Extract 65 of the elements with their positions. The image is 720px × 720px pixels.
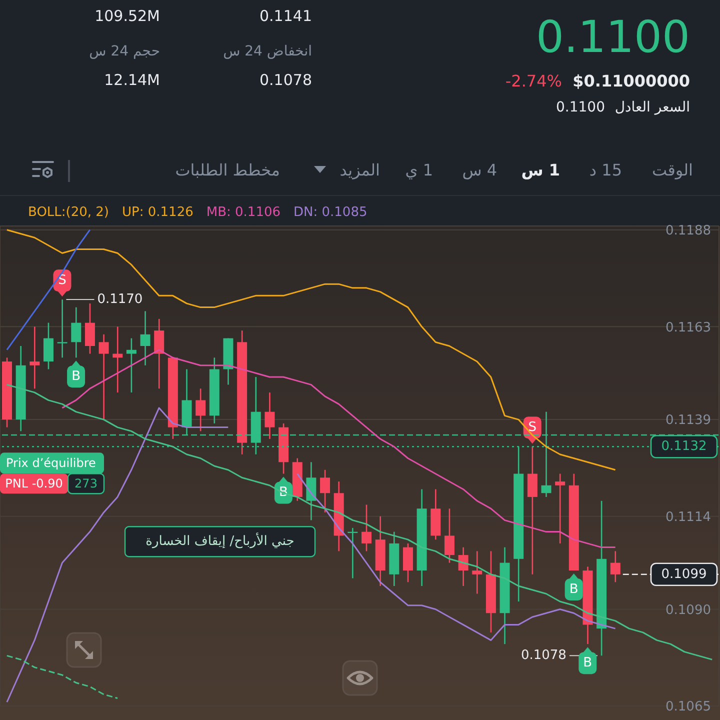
candlestick bbox=[555, 473, 566, 544]
chart-title: 0.1100 bbox=[556, 100, 605, 116]
text: 0.1141 bbox=[260, 7, 312, 25]
candlestick bbox=[126, 338, 136, 394]
candlestick bbox=[43, 322, 54, 370]
text: MB: 0.1106 bbox=[206, 204, 281, 220]
candlestick bbox=[71, 306, 82, 358]
text: مخطط الطلبات bbox=[175, 160, 280, 180]
text: 1 س bbox=[521, 160, 560, 180]
annotation: 0.1132 bbox=[661, 439, 707, 454]
text: انخفاض 24 س bbox=[223, 44, 312, 60]
candlestick bbox=[84, 302, 95, 354]
annotation: 0.1078 bbox=[520, 648, 566, 664]
text: الوقت bbox=[652, 160, 693, 180]
annotation: 0.1099 bbox=[661, 566, 707, 582]
y-tick-label: 0.1065 bbox=[666, 700, 711, 715]
legend-title: BOLL:(20, 2) bbox=[28, 204, 110, 220]
text: $0.11000000 bbox=[572, 71, 690, 91]
text: DN: 0.1085 bbox=[294, 204, 368, 220]
y-tick-label: 0.1188 bbox=[666, 223, 711, 238]
candlestick bbox=[472, 550, 482, 594]
text: 109.52M bbox=[94, 7, 160, 25]
candlestick bbox=[458, 546, 468, 587]
text: 1 ي bbox=[405, 160, 433, 180]
text: 12.14M bbox=[104, 71, 160, 89]
candlestick bbox=[306, 461, 316, 521]
text: 4 س bbox=[462, 160, 497, 180]
y-tick-label: 0.1163 bbox=[666, 320, 711, 336]
candlestick bbox=[320, 469, 330, 514]
y-tick-label: 0.1139 bbox=[666, 413, 711, 428]
candlestick bbox=[610, 550, 620, 583]
line-series bbox=[6, 229, 616, 471]
candlestick bbox=[362, 504, 372, 552]
candlestick bbox=[154, 318, 164, 390]
candlestick bbox=[196, 388, 206, 432]
annotation: B bbox=[569, 582, 578, 598]
text: المزيد bbox=[340, 160, 380, 180]
annotation: PNL -0.90 bbox=[5, 476, 63, 491]
annotation: S bbox=[528, 420, 536, 436]
candlestick bbox=[264, 392, 275, 440]
candlestick bbox=[527, 446, 538, 576]
text: 0.1100 bbox=[536, 12, 690, 63]
text: UP: 0.1126 bbox=[122, 204, 194, 220]
candlestick bbox=[112, 326, 123, 394]
text: حجم 24 س bbox=[89, 44, 160, 60]
line-series bbox=[6, 229, 91, 351]
y-tick-label: 0.1090 bbox=[666, 602, 711, 618]
candlestick bbox=[98, 334, 109, 420]
y-tick-label: 0.1114 bbox=[666, 510, 711, 525]
candlestick bbox=[140, 310, 150, 366]
text: 15 د bbox=[589, 160, 622, 180]
text: -2.74% bbox=[505, 71, 562, 91]
text: 0.1078 bbox=[260, 71, 312, 89]
candlestick bbox=[57, 298, 68, 358]
annotation: جني الأرباح/ إيقاف الخسارة bbox=[146, 532, 294, 550]
line-series bbox=[6, 654, 118, 700]
text: السعر العادل bbox=[614, 100, 690, 116]
annotation: Prix d’équilibre bbox=[6, 456, 96, 470]
annotation: 0.1170 bbox=[97, 292, 143, 308]
annotation: B bbox=[583, 656, 592, 671]
candlestick bbox=[402, 542, 413, 583]
annotation: 273 bbox=[74, 476, 98, 491]
annotation: B bbox=[72, 369, 81, 384]
candlestick bbox=[444, 508, 454, 564]
candlestick bbox=[30, 326, 40, 390]
